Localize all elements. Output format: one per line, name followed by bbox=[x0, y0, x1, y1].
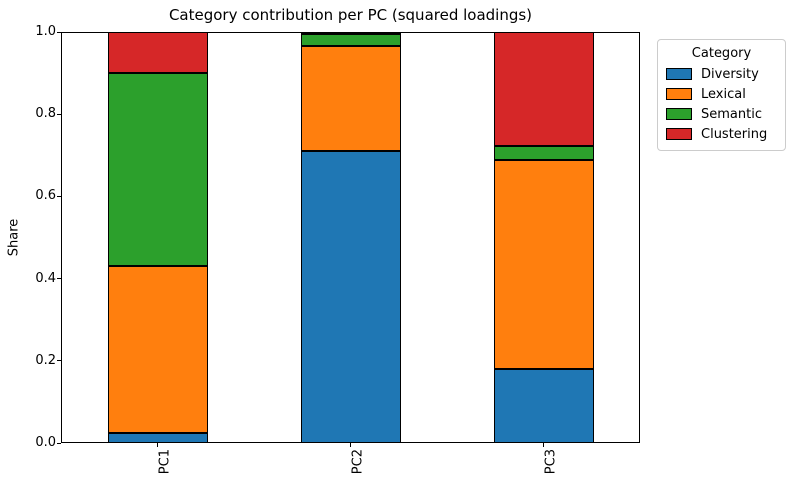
bar-segment-diversity bbox=[107, 432, 208, 443]
bar-segment-clustering bbox=[300, 32, 401, 35]
bar-segment-clustering bbox=[107, 32, 208, 74]
legend-entry-lexical: Lexical bbox=[666, 86, 777, 102]
y-tick-label: 0.8 bbox=[35, 106, 56, 122]
legend-entry-label: Semantic bbox=[701, 106, 762, 122]
x-tick-label: PC3 bbox=[527, 449, 561, 485]
y-tick-label: 1.0 bbox=[35, 24, 56, 39]
x-tick-label: PC1 bbox=[141, 449, 175, 485]
bar-segment-semantic bbox=[300, 34, 401, 47]
bar-segment-semantic bbox=[493, 146, 594, 161]
y-tick-mark bbox=[57, 195, 61, 197]
x-tick-mark bbox=[157, 443, 158, 447]
y-tick-label: 0.2 bbox=[35, 352, 56, 368]
bar-pc1 bbox=[107, 32, 208, 443]
legend-color-patch bbox=[666, 88, 692, 100]
y-tick-mark bbox=[57, 442, 61, 444]
y-tick-mark bbox=[57, 31, 61, 33]
x-tick-label-text: PC3 bbox=[543, 449, 559, 475]
y-tick-label: 0.6 bbox=[35, 188, 56, 204]
y-tick-mark bbox=[57, 113, 61, 115]
bar-segment-lexical bbox=[493, 160, 594, 370]
y-tick-mark bbox=[57, 278, 61, 280]
legend-entries: Diversity Lexical Semantic Clustering bbox=[666, 66, 777, 142]
x-tick-mark bbox=[350, 443, 351, 447]
legend-entry-diversity: Diversity bbox=[666, 66, 777, 82]
y-tick-mark bbox=[57, 360, 61, 362]
bar-segment-lexical bbox=[300, 46, 401, 152]
x-tick-mark bbox=[543, 443, 544, 447]
x-tick-label-text: PC1 bbox=[157, 449, 173, 475]
legend-entry-label: Diversity bbox=[701, 66, 759, 82]
bar-pc3 bbox=[493, 32, 594, 443]
y-tick-label: 0.4 bbox=[35, 270, 56, 286]
bar-segment-semantic bbox=[107, 73, 208, 267]
bar-segment-clustering bbox=[493, 32, 594, 147]
bar-pc2 bbox=[300, 32, 401, 443]
bar-segment-diversity bbox=[300, 151, 401, 443]
legend-entry-semantic: Semantic bbox=[666, 106, 777, 122]
legend: Category Diversity Lexical Semantic Cluster… bbox=[657, 39, 786, 151]
legend-title: Category bbox=[691, 46, 752, 61]
legend-entry-clustering: Clustering bbox=[666, 126, 777, 142]
legend-entry-label: Lexical bbox=[701, 86, 746, 102]
x-tick-label: PC2 bbox=[334, 449, 368, 485]
y-axis-label: Share bbox=[2, 32, 26, 443]
bar-segment-lexical bbox=[107, 266, 208, 433]
y-axis-label-text: Share bbox=[6, 218, 22, 257]
legend-color-patch bbox=[666, 68, 692, 80]
legend-color-patch bbox=[666, 108, 692, 120]
bar-segment-diversity bbox=[493, 369, 594, 443]
x-tick-label-text: PC2 bbox=[350, 449, 366, 475]
chart-title: Category contribution per PC (squared lo… bbox=[168, 6, 533, 24]
legend-entry-label: Clustering bbox=[701, 126, 768, 142]
legend-color-patch bbox=[666, 128, 692, 140]
y-tick-label: 0.0 bbox=[35, 435, 56, 450]
